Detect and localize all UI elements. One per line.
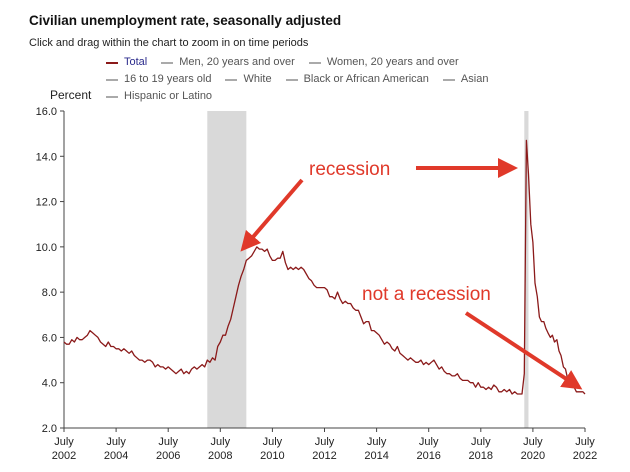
legend-row: Total Men, 20 years and over Women, 20 y… — [106, 54, 606, 71]
legend-item-black[interactable]: Black or African American — [285, 71, 429, 88]
x-tick-label-year: 2002 — [52, 450, 76, 462]
x-tick-label-month: July — [367, 436, 387, 448]
x-tick-label-month: July — [523, 436, 543, 448]
legend-row: 16 to 19 years old White Black or Africa… — [106, 71, 606, 88]
legend-label: Hispanic or Latino — [124, 90, 213, 102]
legend-item-asian[interactable]: Asian — [442, 71, 489, 88]
legend-label: 16 to 19 years old — [124, 73, 212, 85]
legend-item-teens[interactable]: 16 to 19 years old — [106, 71, 211, 88]
x-tick-label-month: July — [419, 436, 439, 448]
y-tick-label: 6.0 — [42, 332, 57, 344]
x-tick-label-month: July — [54, 436, 74, 448]
y-tick-label: 14.0 — [36, 151, 57, 163]
x-tick-label-month: July — [315, 436, 335, 448]
legend-item-hispanic[interactable]: Hispanic or Latino — [106, 88, 212, 105]
x-tick-label-year: 2014 — [364, 450, 388, 462]
chart-legend: Total Men, 20 years and over Women, 20 y… — [106, 54, 606, 105]
legend-swatch-icon — [442, 78, 455, 81]
x-tick-label-month: July — [211, 436, 231, 448]
x-tick-label-year: 2006 — [156, 450, 180, 462]
y-tick-label: 10.0 — [36, 242, 57, 254]
legend-label: Total — [124, 56, 148, 68]
y-tick-label: 8.0 — [42, 287, 57, 299]
arrow-to-current — [464, 311, 583, 390]
legend-swatch-icon — [106, 78, 118, 81]
annotation-recession: recession — [309, 159, 390, 180]
y-axis-label: Percent — [50, 88, 92, 102]
legend-item-women[interactable]: Women, 20 years and over — [308, 54, 459, 71]
legend-swatch-icon — [106, 61, 118, 64]
x-tick-label-year: 2010 — [260, 450, 284, 462]
y-tick-label: 16.0 — [36, 106, 57, 118]
x-tick-label-month: July — [106, 436, 126, 448]
legend-item-total[interactable]: Total — [106, 54, 147, 71]
legend-swatch-icon — [161, 61, 174, 64]
y-tick-label: 4.0 — [42, 378, 57, 390]
arrow-to-2008-recession — [240, 178, 304, 252]
legend-label: Men, 20 years and over — [179, 56, 295, 68]
legend-label: Asian — [460, 73, 489, 85]
series-line-total[interactable] — [63, 139, 586, 395]
x-tick-label-month: July — [575, 436, 595, 448]
x-tick-label-year: 2008 — [208, 450, 232, 462]
x-tick-label-year: 2018 — [469, 450, 493, 462]
legend-label: Black or African American — [303, 73, 429, 85]
recession-band-2 — [524, 111, 529, 428]
legend-swatch-icon — [285, 78, 298, 81]
chart-title: Civilian unemployment rate, seasonally a… — [29, 13, 342, 28]
legend-label: White — [243, 73, 272, 85]
x-tick-label-month: July — [471, 436, 491, 448]
y-tick-label: 2.0 — [42, 423, 57, 435]
legend-row: Hispanic or Latino — [106, 88, 606, 105]
legend-swatch-icon — [225, 78, 238, 81]
legend-label: Women, 20 years and over — [326, 56, 459, 68]
chart-subtitle: Click and drag within the chart to zoom … — [29, 37, 309, 49]
y-tick-label: 12.0 — [36, 197, 57, 209]
x-tick-label-year: 2012 — [312, 450, 336, 462]
legend-swatch-icon — [106, 95, 118, 98]
x-tick-label-month: July — [263, 436, 283, 448]
x-tick-label-year: 2020 — [521, 450, 545, 462]
annotation-not-recession: not a recession — [362, 284, 491, 305]
legend-swatch-icon — [308, 61, 321, 64]
x-tick-label-month: July — [158, 436, 178, 448]
x-tick-label-year: 2016 — [416, 450, 440, 462]
legend-item-men[interactable]: Men, 20 years and over — [161, 54, 295, 71]
x-tick-label-year: 2004 — [104, 450, 128, 462]
recession-band-1 — [207, 111, 247, 428]
x-tick-label-year: 2022 — [573, 450, 597, 462]
legend-item-white[interactable]: White — [225, 71, 272, 88]
